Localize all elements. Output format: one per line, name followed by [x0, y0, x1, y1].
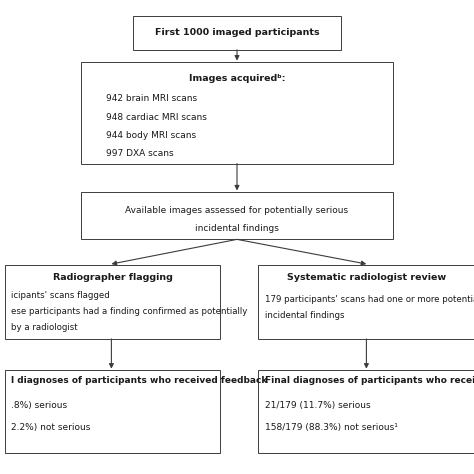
Text: 21/179 (11.7%) serious: 21/179 (11.7%) serious	[265, 401, 370, 410]
Text: 948 cardiac MRI scans: 948 cardiac MRI scans	[106, 113, 207, 121]
FancyBboxPatch shape	[258, 370, 474, 453]
Text: Systematic radiologist review: Systematic radiologist review	[287, 273, 446, 282]
Text: l diagnoses of participants who received feedback: l diagnoses of participants who received…	[11, 376, 268, 385]
Text: 179 participants' scans had one or more potentially serious: 179 participants' scans had one or more …	[265, 295, 474, 304]
Text: First 1000 imaged participants: First 1000 imaged participants	[155, 28, 319, 37]
Text: 944 body MRI scans: 944 body MRI scans	[106, 131, 196, 140]
Text: by a radiologist: by a radiologist	[11, 323, 78, 332]
FancyBboxPatch shape	[258, 265, 474, 339]
Text: 942 brain MRI scans: 942 brain MRI scans	[106, 94, 197, 103]
Text: Radiographer flagging: Radiographer flagging	[53, 273, 173, 282]
Text: Available images assessed for potentially serious: Available images assessed for potentiall…	[126, 206, 348, 215]
Text: icipants' scans flagged: icipants' scans flagged	[11, 291, 110, 300]
FancyBboxPatch shape	[81, 192, 393, 239]
Text: 997 DXA scans: 997 DXA scans	[106, 149, 173, 158]
Text: Images acquiredᵇ:: Images acquiredᵇ:	[189, 74, 285, 83]
Text: 2.2%) not serious: 2.2%) not serious	[11, 423, 91, 432]
FancyBboxPatch shape	[5, 370, 220, 453]
Text: .8%) serious: .8%) serious	[11, 401, 67, 410]
Text: incidental findings: incidental findings	[265, 311, 344, 320]
FancyBboxPatch shape	[81, 62, 393, 164]
Text: incidental findings: incidental findings	[195, 224, 279, 233]
Text: Final diagnoses of participants who received feedba: Final diagnoses of participants who rece…	[265, 376, 474, 385]
FancyBboxPatch shape	[133, 16, 341, 50]
FancyBboxPatch shape	[5, 265, 220, 339]
Text: ese participants had a finding confirmed as potentially: ese participants had a finding confirmed…	[11, 307, 247, 316]
Text: 158/179 (88.3%) not serious¹: 158/179 (88.3%) not serious¹	[265, 423, 398, 432]
